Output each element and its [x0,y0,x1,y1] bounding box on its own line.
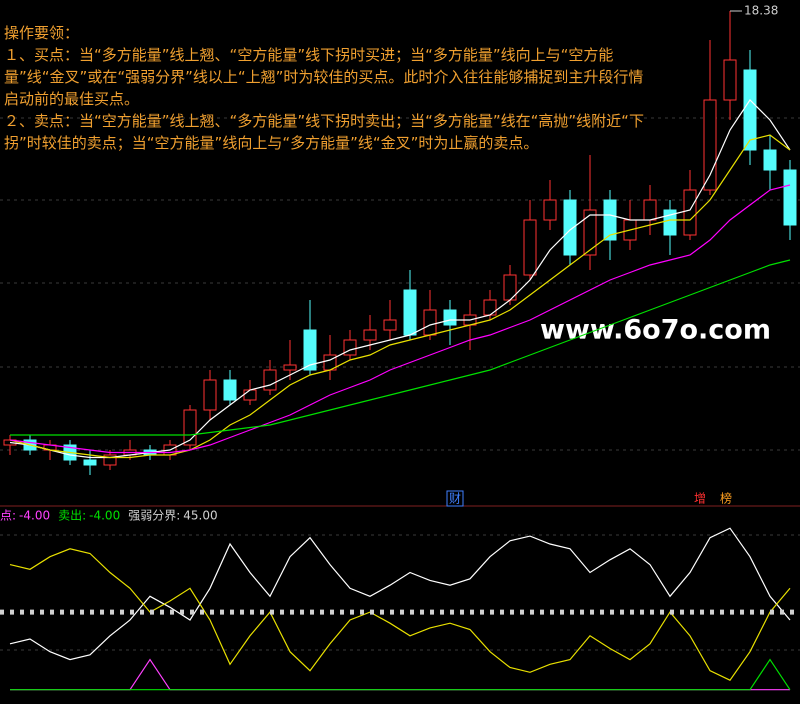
candle-body [783,169,797,226]
candle-body [643,199,657,221]
legend-value: -4.00 [19,509,50,523]
candle-body [203,379,217,411]
candle-body [603,199,617,241]
candle-body [363,329,377,341]
indicator-line [9,527,791,661]
candle-body [703,99,717,191]
legend-value: -4.00 [89,509,120,523]
candle-body [243,389,257,401]
candle-body [403,289,417,336]
legend-name: 点: [0,509,16,523]
indicator-line [10,658,790,691]
layout-grid [0,117,800,651]
candle-body [303,329,317,371]
candle-body [223,379,237,401]
candle-body [283,364,297,371]
candle-body [743,69,757,151]
marker: 榜 [720,491,732,506]
marker: 增 [694,492,706,506]
legend-name: 强弱分界: [128,509,180,523]
instructions: 操作要领： １、买点：当“多方能量”线上翘、“空方能量”线下拐时买进；当“多方能… [4,22,649,154]
instructions-title: 操作要领： [4,24,80,42]
watermark: www.6o7o.com [540,315,771,346]
ma-line [10,259,791,436]
ma-line [9,99,791,459]
instruction-item: １、买点：当“多方能量”线上翘、“空方能量”线下拐时买进；当“多方能量”线向上与… [4,46,644,108]
legend-value: 45.00 [183,509,217,523]
marker: 财 [449,492,461,506]
candle-body [423,309,437,336]
marker-box [446,490,464,507]
candle-body [103,454,117,466]
high-label: 18.38 [744,4,778,18]
ma-line [9,134,791,459]
candle-body [723,59,737,101]
candle-body [763,149,777,171]
indicator-line [9,548,791,681]
candle-body [263,369,277,391]
candle-body [583,209,597,256]
candle-body [483,299,497,316]
ma-line [9,184,791,454]
candle-body [563,199,577,256]
instruction-item: ２、卖点：当“空方能量”线上翘、“多方能量”线下拐时卖出；当“多方能量”线在“高… [4,112,644,152]
legend-name: 卖出: [58,509,86,523]
candle-body [443,309,457,326]
candle-body [543,199,557,221]
candle-body [683,189,697,236]
candle-body [83,459,97,466]
indicator-line [10,658,791,691]
candle-body [383,319,397,331]
candle-body [523,219,537,276]
